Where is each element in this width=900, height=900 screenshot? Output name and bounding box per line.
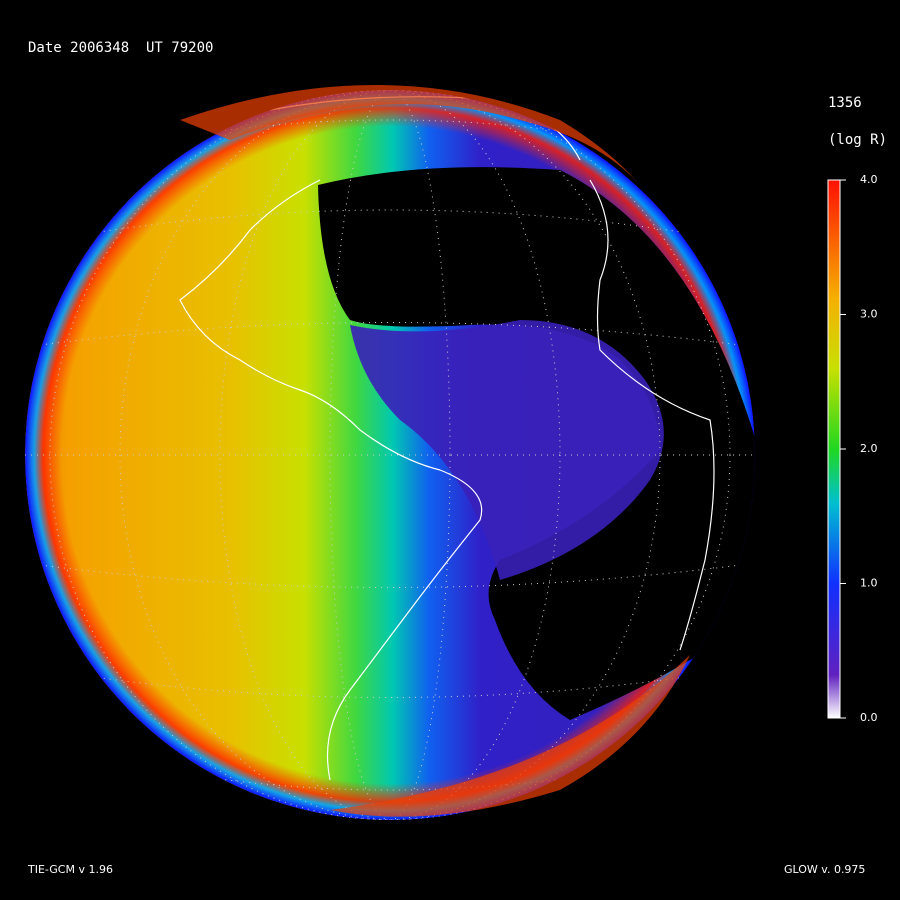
footer-left: TIE-GCM v 1.96 [27,863,113,876]
colorbar-unit: (log R) [828,132,887,148]
colorbar-tick-label: 1.0 [860,577,878,590]
date-label: Date 2006348 UT 79200 [28,40,213,56]
graticule [25,90,755,820]
colorbar-title: 1356 [828,95,862,111]
colorbar-tick-label: 4.0 [860,173,878,186]
aurora-south [330,655,690,817]
colorbar-tick-label: 2.0 [860,442,878,455]
night-side [318,167,755,720]
footer-right: GLOW v. 0.975 [784,863,865,876]
colorbar-tick-label: 0.0 [860,711,878,724]
dark-blue-region [350,320,664,580]
colorbar-ticks: 4.0 3.0 2.0 1.0 0.0 [840,173,878,724]
globe [25,90,755,820]
aurora-north [180,85,640,185]
colorbar [827,179,841,719]
colorbar-tick-label: 3.0 [860,308,878,321]
